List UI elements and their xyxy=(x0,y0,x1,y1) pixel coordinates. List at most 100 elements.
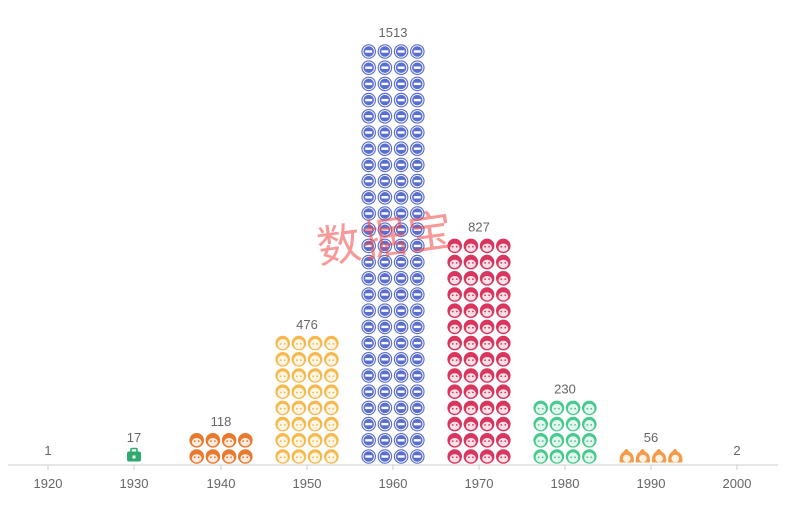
girl-face-icon xyxy=(479,238,495,254)
logo-badge-icon xyxy=(410,319,425,335)
logo-badge-icon xyxy=(361,173,377,189)
x-tick-label: 1970 xyxy=(465,476,494,491)
girl-face-icon xyxy=(463,254,479,270)
cat-face-icon xyxy=(291,433,307,448)
girl-face-icon xyxy=(463,433,479,448)
girl-face-icon xyxy=(479,400,495,416)
logo-badge-icon xyxy=(410,206,425,221)
data-label: 56 xyxy=(644,430,658,445)
logo-badge-icon xyxy=(410,287,425,302)
cat-face-icon xyxy=(291,416,307,432)
data-label: 17 xyxy=(127,430,141,445)
logo-badge-icon xyxy=(361,433,377,448)
girl-face-icon xyxy=(496,303,511,319)
logo-badge-icon xyxy=(393,141,409,156)
girl-face-icon xyxy=(496,271,511,286)
data-label: 118 xyxy=(211,414,232,429)
girl-face-icon xyxy=(447,433,463,448)
logo-badge-icon xyxy=(377,368,393,383)
logo-badge-icon xyxy=(393,206,409,221)
logo-badge-icon xyxy=(393,335,409,351)
logo-badge-icon xyxy=(377,287,393,302)
boy-face-icon xyxy=(533,449,548,464)
girl-face-icon xyxy=(496,287,511,302)
logo-badge-icon xyxy=(393,368,409,383)
bar-1980 xyxy=(533,400,597,464)
logo-badge-icon xyxy=(410,433,425,448)
logo-badge-icon xyxy=(361,449,377,464)
logo-badge-icon xyxy=(361,400,377,416)
boy-face-icon xyxy=(533,433,548,448)
boy-face-icon xyxy=(533,400,548,416)
cat-face-icon xyxy=(291,352,307,367)
boy-face-icon xyxy=(582,449,597,464)
logo-badge-icon xyxy=(393,190,409,205)
logo-badge-icon xyxy=(361,125,377,140)
logo-badge-icon xyxy=(361,384,377,400)
girl-face-icon xyxy=(479,319,495,335)
girl-face-icon xyxy=(496,400,511,416)
cat-face-icon xyxy=(307,384,323,400)
logo-badge-icon xyxy=(410,303,425,319)
cat-face-icon xyxy=(307,416,323,432)
logo-badge-icon xyxy=(377,173,393,189)
bar-1940 xyxy=(189,433,253,464)
logo-badge-icon xyxy=(393,60,409,75)
cat-face-icon xyxy=(307,400,323,416)
cat-face-icon xyxy=(324,433,339,448)
logo-badge-icon xyxy=(361,368,377,383)
girl-face-icon xyxy=(496,433,511,448)
x-tick-label: 1990 xyxy=(637,476,666,491)
flame-face-icon xyxy=(651,449,667,463)
flame-face-icon xyxy=(619,449,634,463)
girl-face-icon xyxy=(447,416,463,432)
flame-face-icon xyxy=(668,449,683,463)
cat-face-icon xyxy=(291,384,307,400)
logo-badge-icon xyxy=(377,335,393,351)
girl-face-icon xyxy=(447,303,463,319)
cat-face-icon xyxy=(324,368,339,383)
logo-badge-icon xyxy=(361,222,377,237)
boy-face-icon xyxy=(565,449,581,464)
tiger-face-icon xyxy=(205,449,221,464)
bar-1990 xyxy=(619,449,683,463)
cat-face-icon xyxy=(307,352,323,367)
logo-badge-icon xyxy=(361,352,377,367)
data-label: 2 xyxy=(733,443,740,458)
logo-badge-icon xyxy=(410,44,425,59)
girl-face-icon xyxy=(463,303,479,319)
logo-badge-icon xyxy=(393,238,409,254)
boy-face-icon xyxy=(582,416,597,432)
logo-badge-icon xyxy=(361,335,377,351)
girl-face-icon xyxy=(479,303,495,319)
boy-face-icon xyxy=(582,400,597,416)
logo-badge-icon xyxy=(361,287,377,302)
logo-badge-icon xyxy=(377,319,393,335)
cat-face-icon xyxy=(324,335,339,351)
boy-face-icon xyxy=(533,416,548,432)
logo-badge-icon xyxy=(393,76,409,92)
girl-face-icon xyxy=(463,287,479,302)
x-tick-label: 1960 xyxy=(379,476,408,491)
logo-badge-icon xyxy=(410,384,425,400)
girl-face-icon xyxy=(479,368,495,383)
logo-badge-icon xyxy=(393,319,409,335)
girl-face-icon xyxy=(463,335,479,351)
x-tick-label: 1940 xyxy=(207,476,236,491)
logo-badge-icon xyxy=(410,222,425,237)
logo-badge-icon xyxy=(377,206,393,221)
logo-badge-icon xyxy=(393,44,409,59)
girl-face-icon xyxy=(496,352,511,367)
girl-face-icon xyxy=(447,368,463,383)
x-tick-label: 1930 xyxy=(120,476,149,491)
logo-badge-icon xyxy=(393,92,409,108)
logo-badge-icon xyxy=(410,400,425,416)
cat-face-icon xyxy=(275,335,291,351)
logo-badge-icon xyxy=(361,141,377,156)
logo-badge-icon xyxy=(410,157,425,173)
logo-badge-icon xyxy=(377,400,393,416)
logo-badge-icon xyxy=(393,157,409,173)
logo-badge-icon xyxy=(377,254,393,270)
logo-badge-icon xyxy=(361,303,377,319)
girl-face-icon xyxy=(447,271,463,286)
